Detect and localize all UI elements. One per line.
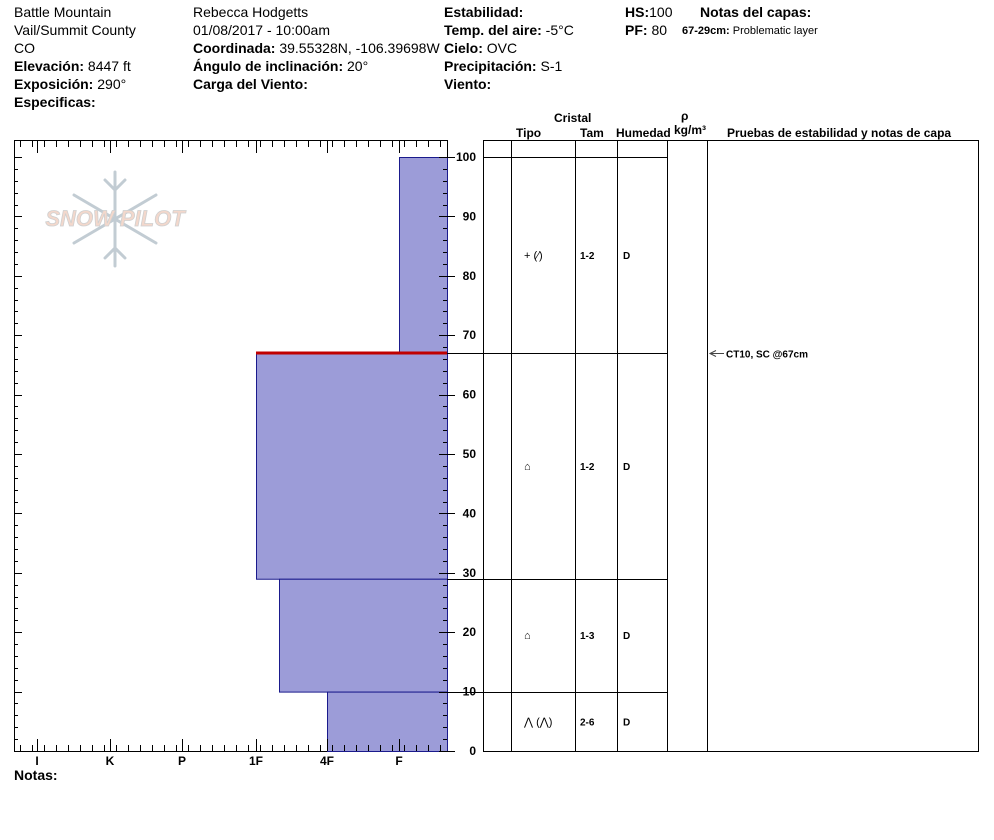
moisture-value: D (623, 462, 630, 473)
moisture-value: D (623, 717, 630, 728)
depth-label: 30 (463, 566, 477, 580)
precip-row: Precipitación: S-1 (444, 58, 562, 74)
stability-tests: CT10, SC @67cm (708, 350, 808, 361)
layer-table (483, 140, 979, 752)
pf-row: PF: 80 (625, 22, 667, 38)
crystal-size: 1-2 (580, 251, 595, 262)
crystal-size: 1-3 (580, 631, 595, 642)
hardness-bars (256, 157, 448, 752)
air-temp-value: -5°C (545, 22, 574, 38)
layer-notes-label: Notas del capas: (700, 4, 812, 20)
depth-label: 0 (469, 744, 476, 758)
precip-label: Precipitación: (444, 58, 537, 74)
hardness-bar-3 (279, 578, 448, 693)
depth-label: 70 (463, 328, 477, 342)
pf-label: PF: (625, 22, 648, 38)
incline-label: Ángulo de inclinación: (193, 58, 344, 74)
hardness-bar-2 (256, 353, 448, 580)
crystal-type: ⌂ (524, 461, 531, 473)
hs-value: 100 (649, 4, 673, 20)
aspect-value: 290° (97, 76, 127, 92)
depth-label: 100 (456, 150, 476, 164)
depth-label: 50 (463, 447, 477, 461)
hardness-label: 4F (320, 754, 334, 768)
aspect-row: Exposición: 290° (14, 76, 126, 92)
type-header: Tipo (516, 126, 542, 140)
incline-row: Ángulo de inclinación: 20° (193, 58, 368, 74)
depth-label: 40 (463, 506, 477, 520)
layer-note-text: Problematic layer (732, 25, 818, 37)
size-header: Tam (580, 126, 604, 140)
crystal-type: ⋀ (⋀) (523, 716, 552, 728)
air-temp-label: Temp. del aire: (444, 22, 542, 38)
precip-value: S-1 (540, 58, 563, 74)
depth-label: 60 (463, 388, 477, 402)
elevation-row: Elevación: 8447 ft (14, 58, 131, 74)
incline-value: 20° (347, 58, 369, 74)
wind-loading-label: Carga del Viento: (193, 76, 308, 92)
air-temp-row: Temp. del aire: -5°C (444, 22, 574, 38)
stability-label: Estabilidad: (444, 4, 524, 20)
aspect-label: Exposición: (14, 76, 94, 92)
test-result: CT10, SC @67cm (726, 350, 808, 361)
observation-datetime: 01/08/2017 - 10:00am (193, 22, 330, 38)
depth-label: 90 (463, 209, 477, 223)
hardness-bar-4 (327, 691, 448, 752)
depth-label: 20 (463, 625, 477, 639)
depth-axis: 0 10 20 30 40 50 60 70 80 90 100 (14, 150, 476, 758)
elevation-label: Elevación: (14, 58, 85, 74)
crystal-size: 2-6 (580, 717, 595, 728)
coordinate-label: Coordinada: (193, 40, 276, 56)
logo-text: SNOW PILOT (45, 206, 186, 231)
sky-value: OVC (486, 40, 518, 56)
density-unit-header: kg/m³ (674, 123, 707, 137)
specifics-label: Especificas: (14, 94, 96, 110)
hs-row: HS:100 (625, 4, 672, 20)
hardness-axis: I K P 1F 4F F (20, 141, 441, 768)
snowpilot-logo: SNOW PILOT (45, 170, 187, 268)
hardness-label: 1F (249, 754, 263, 768)
depth-label: 10 (463, 685, 477, 699)
coordinate-value: 39.55328N, -106.39698W (279, 40, 440, 56)
layer-rows: + (⁄) 1-2 D ⌂ 1-2 D ⌂ 1-3 D ⋀ (⋀) 2-6 D (447, 157, 668, 728)
range-name: Vail/Summit County (14, 22, 136, 38)
crystal-type: + (⁄) (524, 250, 543, 262)
sky-row: Cielo: OVC (444, 40, 517, 56)
hs-label: HS: (625, 4, 650, 20)
hardness-label: P (178, 754, 186, 768)
state-name: CO (14, 40, 35, 56)
tests-header: Pruebas de estabilidad y notas de capa (727, 126, 952, 140)
hardness-label: F (395, 754, 402, 768)
elevation-value: 8447 ft (87, 58, 131, 74)
coordinate-row: Coordinada: 39.55328N, -106.39698W (193, 40, 440, 56)
crystal-header: Cristal (554, 111, 592, 125)
crystal-type: ⌂ (524, 630, 531, 642)
layer-note-row: 67-29cm: Problematic layer (682, 23, 818, 39)
sky-label: Cielo: (444, 40, 483, 56)
location-name: Battle Mountain (14, 4, 112, 20)
moisture-header: Humedad (616, 126, 671, 140)
hardness-label: I (35, 754, 38, 768)
crystal-size: 1-2 (580, 462, 595, 473)
depth-label: 80 (463, 269, 477, 283)
wind-label: Viento: (444, 76, 492, 92)
hardness-bar-1 (399, 157, 448, 355)
moisture-value: D (623, 631, 630, 642)
hardness-label: K (106, 754, 115, 768)
rho-header: ρ (681, 109, 689, 123)
notes-label: Notas: (14, 767, 58, 783)
moisture-value: D (623, 251, 630, 262)
test-pointer-arrow (708, 350, 717, 357)
pf-value: 80 (651, 22, 668, 38)
observer-name: Rebecca Hodgetts (193, 4, 309, 20)
layer-note-range: 67-29cm: (682, 25, 730, 37)
